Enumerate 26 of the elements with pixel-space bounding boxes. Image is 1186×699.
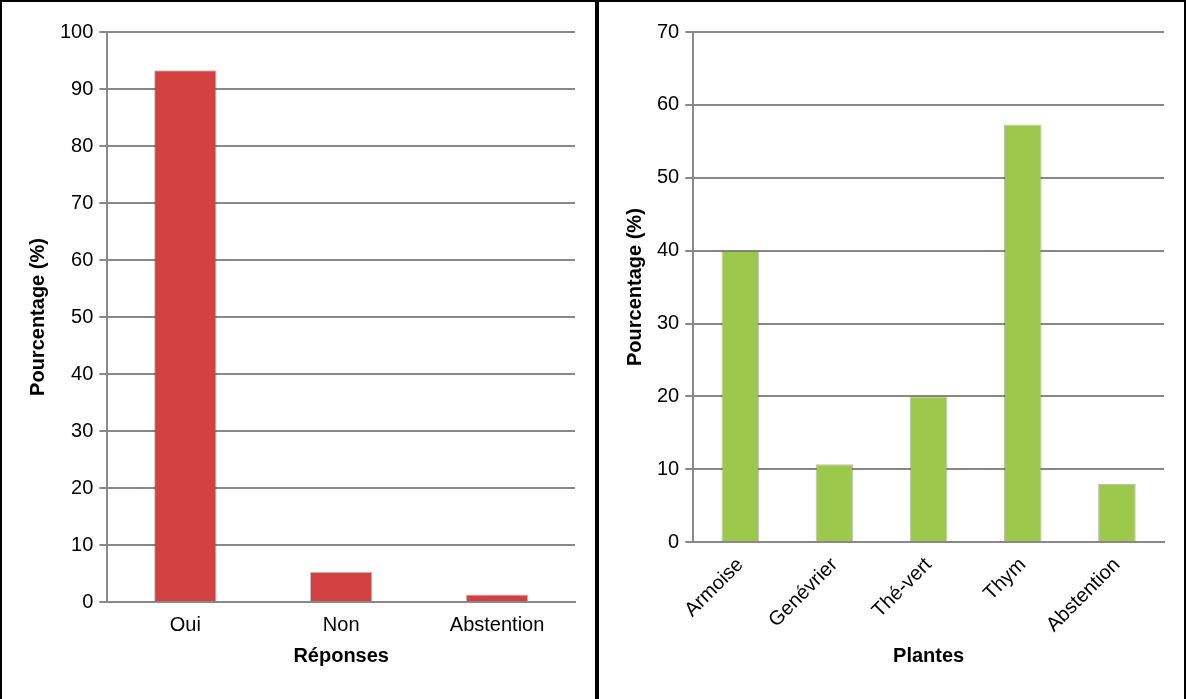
y-tick-label: 40 — [657, 238, 680, 261]
y-tick-label: 80 — [71, 133, 94, 156]
y-tick-label: 10 — [71, 532, 94, 555]
x-tick-label: Oui — [169, 612, 201, 635]
y-tick-label: 0 — [668, 529, 680, 552]
y-tick-label: 90 — [71, 76, 94, 99]
y-tick-label: 40 — [71, 361, 94, 384]
y-tick-label: 30 — [71, 418, 94, 441]
x-tick-label: Non — [322, 612, 360, 635]
y-tick-label: 10 — [657, 456, 680, 479]
y-tick-label: 70 — [657, 19, 680, 42]
y-tick-label: 50 — [71, 304, 94, 327]
y-tick-label: 20 — [71, 475, 94, 498]
x-tick-label: Abstention — [449, 612, 545, 635]
y-tick-label: 100 — [59, 19, 94, 42]
x-axis-title: Réponses — [293, 643, 389, 666]
y-tick-label: 60 — [71, 247, 94, 270]
y-tick-label: 20 — [657, 383, 680, 406]
y-tick-label: 60 — [657, 92, 680, 115]
y-tick-label: 30 — [657, 311, 680, 334]
y-axis-title: Pourcentage (%) — [622, 208, 645, 367]
y-axis-title: Pourcentage (%) — [25, 238, 48, 396]
y-tick-label: 70 — [71, 190, 94, 213]
x-axis-title: Plantes — [893, 643, 965, 666]
y-tick-label: 50 — [657, 165, 680, 188]
y-tick-label: 0 — [82, 589, 94, 612]
